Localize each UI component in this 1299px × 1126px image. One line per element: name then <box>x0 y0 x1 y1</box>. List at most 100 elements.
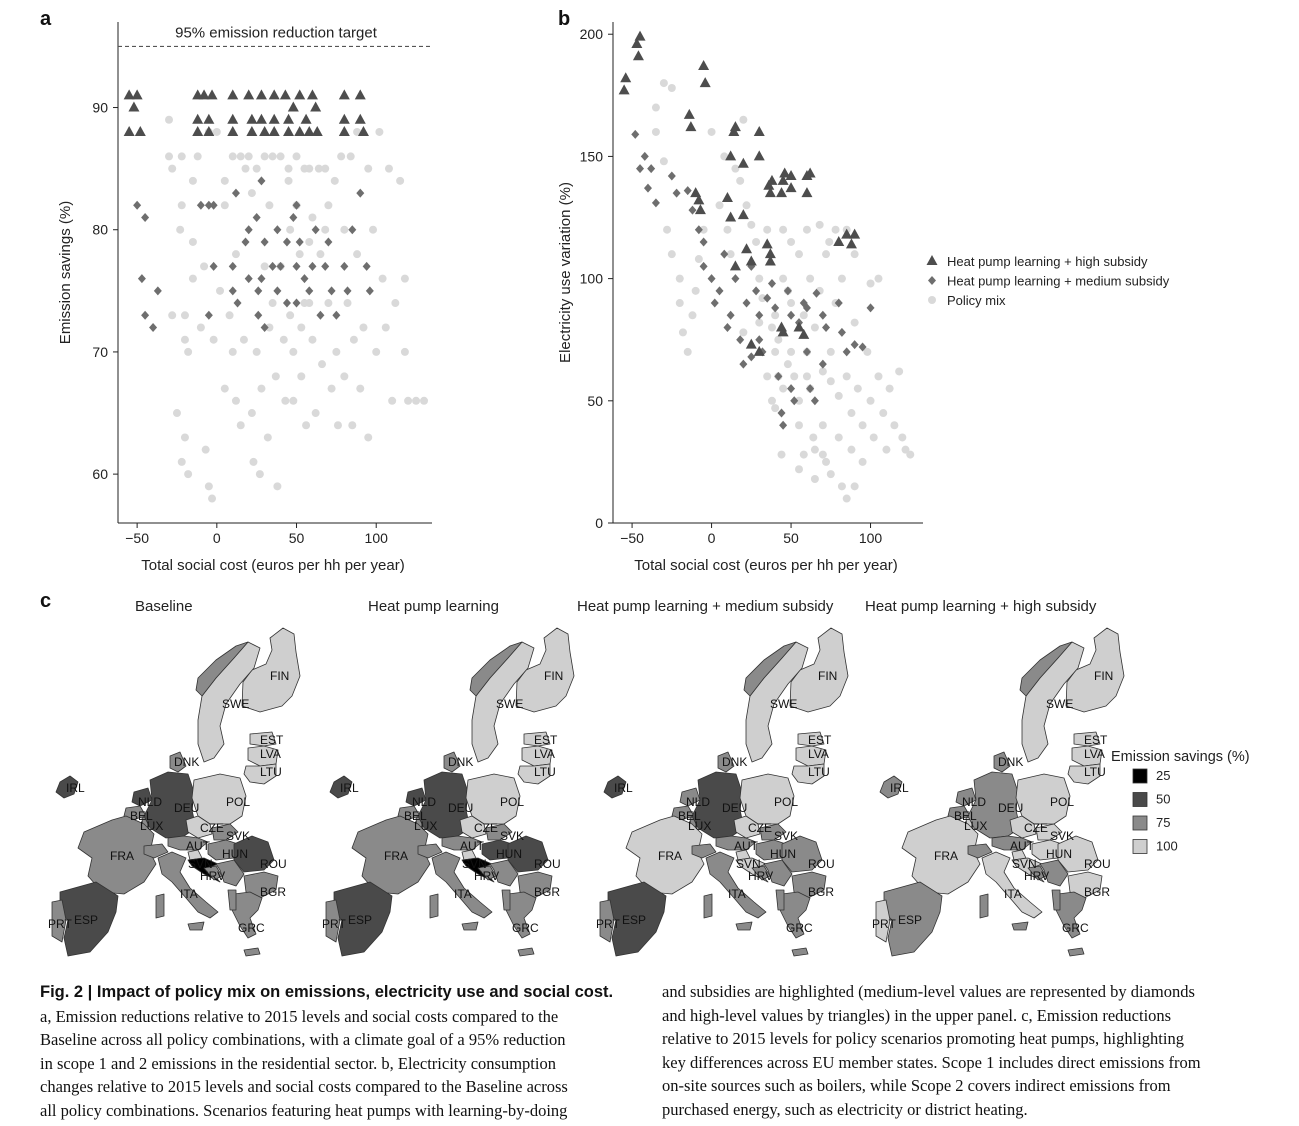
y-tick-label: 90 <box>92 100 108 116</box>
country-label-fin: FIN <box>270 669 289 683</box>
data-point-high <box>801 187 813 198</box>
data-point-mix <box>822 457 831 466</box>
country-label-prt: PRT <box>596 917 620 931</box>
data-point-medium <box>752 286 761 296</box>
data-point-mix <box>369 225 378 234</box>
data-point-mix <box>188 237 197 246</box>
data-point-mix <box>799 450 808 459</box>
x-tick-label: 0 <box>708 530 716 546</box>
data-point-medium <box>209 261 218 271</box>
country-label-hrv: HRV <box>748 869 773 883</box>
data-point-mix <box>337 152 346 161</box>
data-point-medium <box>783 286 792 296</box>
data-point-high <box>620 72 632 83</box>
country-ltu <box>1067 763 1101 785</box>
data-point-medium <box>282 237 291 247</box>
country-label-swe: SWE <box>1046 697 1073 711</box>
country-label-svn: SVN <box>462 857 487 871</box>
data-point-mix <box>787 347 796 356</box>
country-label-bel: BEL <box>130 809 153 823</box>
data-point-medium <box>763 293 772 303</box>
data-point-high <box>246 113 258 124</box>
data-point-mix <box>176 225 185 234</box>
data-point-high <box>338 125 350 136</box>
data-point-medium <box>802 303 811 313</box>
data-point-high <box>294 125 306 136</box>
data-point-medium <box>715 286 724 296</box>
data-point-mix <box>779 225 788 234</box>
data-point-mix <box>263 433 272 442</box>
country-label-swe: SWE <box>770 697 797 711</box>
country-label-lva: LVA <box>1084 747 1105 761</box>
map-legend-title: Emission savings (%) <box>1111 749 1250 765</box>
data-point-mix <box>286 225 295 234</box>
country-nld <box>131 787 153 807</box>
data-point-mix <box>787 237 796 246</box>
data-point-high <box>354 113 366 124</box>
data-point-medium <box>137 274 146 284</box>
data-point-mix <box>324 299 333 308</box>
data-point-mix <box>842 494 851 503</box>
data-point-high <box>283 125 295 136</box>
country-label-esp: ESP <box>348 913 372 927</box>
data-point-medium <box>767 278 776 288</box>
data-point-medium <box>866 303 875 313</box>
data-point-medium <box>327 286 336 296</box>
data-point-mix <box>216 286 225 295</box>
country-srb <box>1039 859 1069 887</box>
country-label-nld: NLD <box>138 795 162 809</box>
data-point-high <box>833 235 845 246</box>
country-label-esp: ESP <box>898 913 922 927</box>
data-point-mix <box>396 176 405 185</box>
data-point-mix <box>391 299 400 308</box>
data-point-medium <box>850 340 859 350</box>
country-svk <box>485 823 513 841</box>
country-pol <box>739 773 795 825</box>
data-point-mix <box>659 79 668 88</box>
data-point-medium <box>311 225 320 235</box>
chart-a-emission-savings: −50 0 50 100 60 70 80 90 Total social cost (euro… <box>57 22 432 574</box>
data-point-mix <box>381 323 390 332</box>
country-label-rou: ROU <box>1084 857 1111 871</box>
country-label-deu: DEU <box>448 801 473 815</box>
country-est <box>1073 731 1101 747</box>
data-point-high <box>729 121 741 132</box>
data-point-medium <box>818 359 827 369</box>
country-label-deu: DEU <box>998 801 1023 815</box>
caption-title: Fig. 2 | Impact of policy mix on emissio… <box>40 983 614 1001</box>
data-point-medium <box>837 327 846 337</box>
data-point-mix <box>774 335 783 344</box>
data-point-mix <box>260 152 269 161</box>
data-point-high <box>227 89 239 100</box>
data-point-mix <box>400 274 409 283</box>
data-point-mix <box>225 311 234 320</box>
y-tick-label: 50 <box>587 393 603 409</box>
legend-label-mix: Policy mix <box>947 293 1006 308</box>
data-point-medium <box>133 200 142 210</box>
data-point-medium <box>710 298 719 308</box>
country-alb <box>1051 889 1061 911</box>
data-point-high <box>698 59 710 70</box>
country-che <box>417 843 443 859</box>
country-che <box>143 843 169 859</box>
country-label-pol: POL <box>226 795 250 809</box>
data-point-mix <box>180 335 189 344</box>
country-srb <box>489 859 519 887</box>
data-point-medium <box>723 322 732 332</box>
data-point-mix <box>825 237 834 246</box>
data-point-mix <box>348 421 357 430</box>
data-point-mix <box>831 225 840 234</box>
data-point-mix <box>177 457 186 466</box>
data-point-mix <box>802 372 811 381</box>
data-point-mix <box>316 250 325 259</box>
data-point-medium <box>141 213 150 223</box>
country-ltu <box>517 763 551 785</box>
data-point-mix <box>866 396 875 405</box>
data-point-mix <box>343 299 352 308</box>
data-point-mix <box>683 347 692 356</box>
x-tick-label: 0 <box>213 530 221 546</box>
figure-caption-right: and subsidies are highlighted (medium-le… <box>662 980 1282 1121</box>
data-point-medium <box>252 213 261 223</box>
country-label-lux: LUX <box>688 819 711 833</box>
country-bih <box>1027 865 1047 881</box>
